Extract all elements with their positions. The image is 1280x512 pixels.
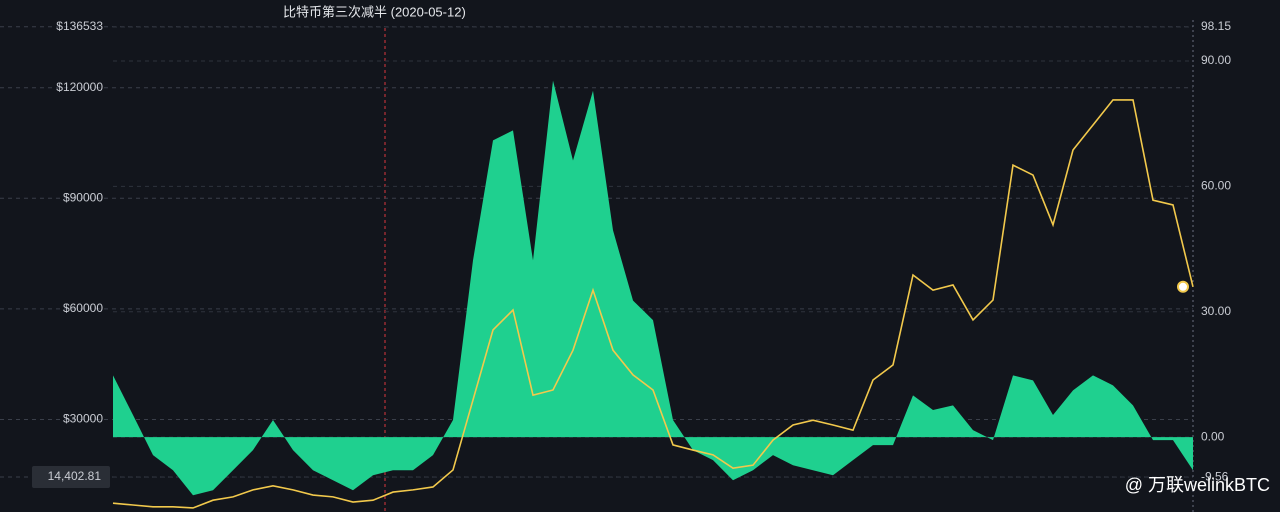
y2-tick-label: 98.15 (1201, 19, 1231, 33)
annotation: 比特币第三次减半 (2020-05-12) (283, 4, 466, 19)
y-tick-label: $90000 (63, 190, 103, 204)
y-tick-label: $60000 (63, 301, 103, 315)
price-label-box (32, 465, 110, 488)
y2-tick-label: 30.00 (1201, 304, 1231, 318)
price-line (112, 99, 1194, 509)
y2-tick-label: 0.00 (1201, 429, 1225, 443)
y2-tick-label: -9.56 (1201, 469, 1229, 483)
y-tick-label: $30000 (63, 412, 103, 426)
y-tick-label: $120000 (56, 80, 103, 94)
y2-tick-label: 90.00 (1201, 53, 1231, 67)
y-tick-label: 14,402.81 (48, 469, 102, 483)
indicator-area (113, 80, 1193, 496)
y2-tick-label: 60.00 (1201, 179, 1231, 193)
plot: $136533 $120000 $90000 $60000 $30000 14,402.8… (0, 19, 1231, 512)
y-tick-label: $136533 (56, 19, 103, 33)
watermark: @ 万联welinkBTC (1125, 475, 1270, 495)
last-price-dot (1177, 280, 1189, 293)
